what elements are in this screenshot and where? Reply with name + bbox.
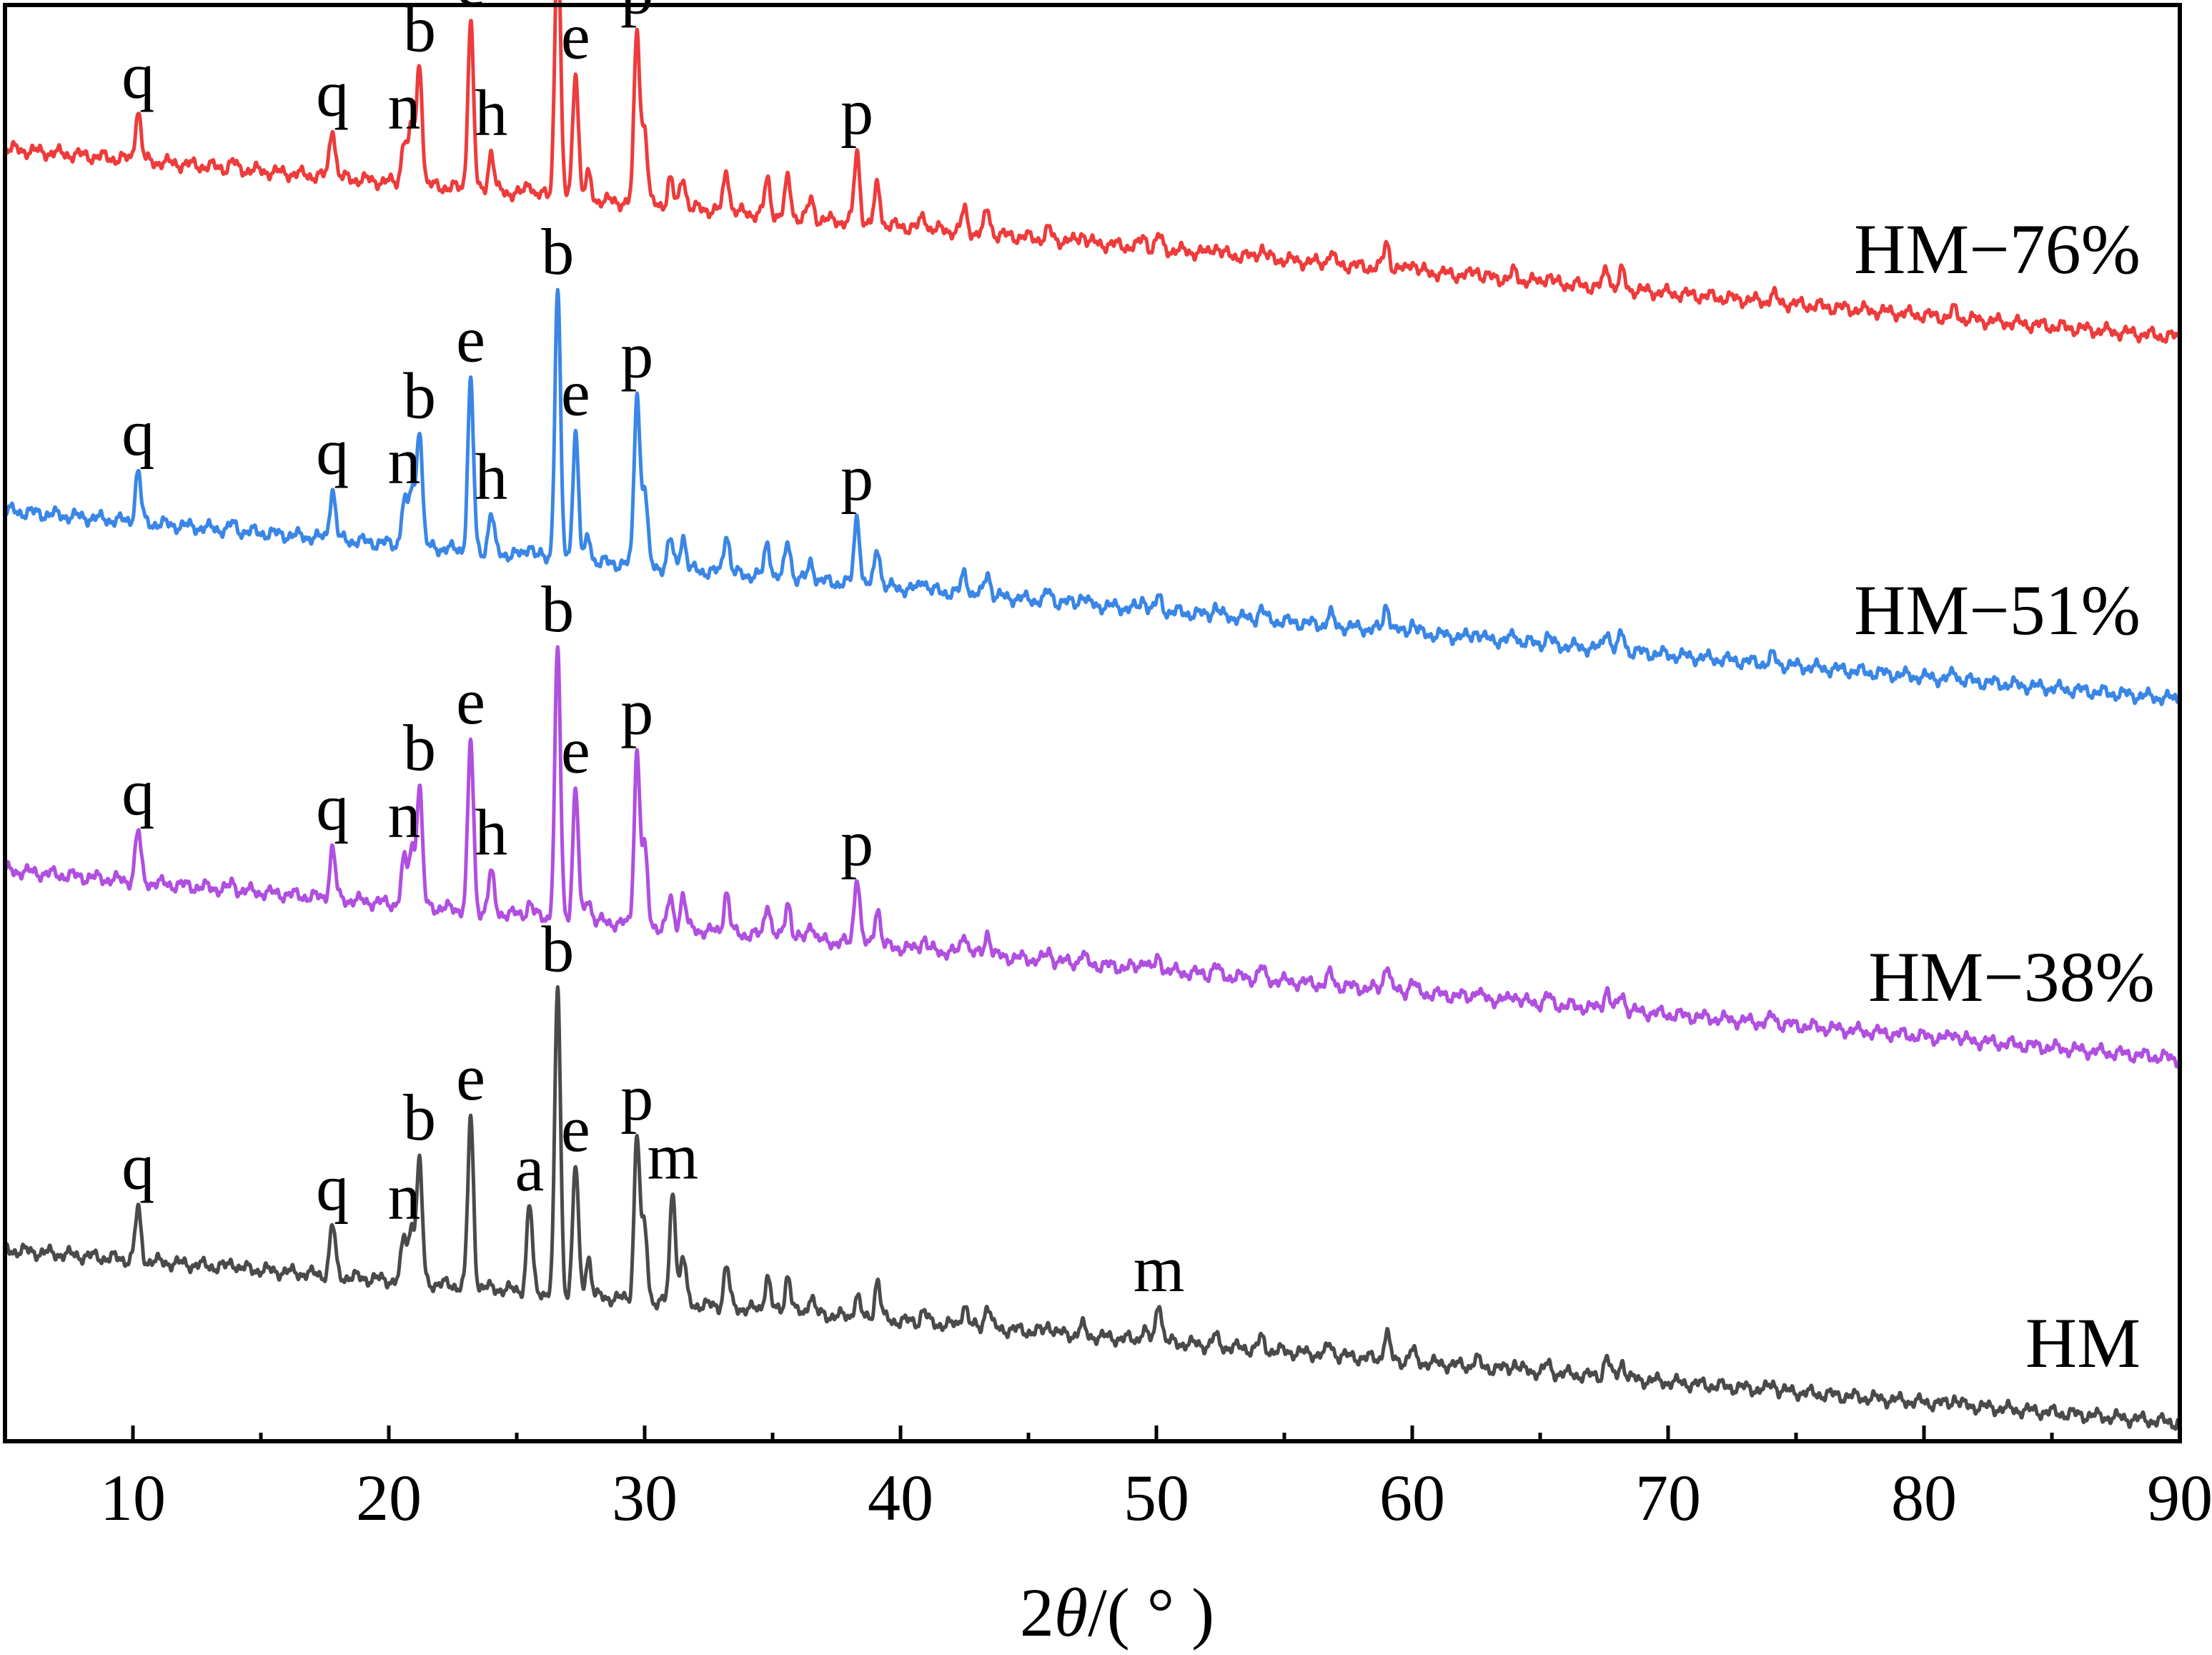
series-line-hm-76: [4, 0, 2182, 344]
x-tick-label: 10: [100, 1461, 166, 1534]
peak-label: b: [541, 215, 574, 288]
plot-frame: [3, 3, 2182, 1443]
series-line-hm-51: [3, 287, 2182, 706]
series-name-hm: HM: [2025, 1303, 2141, 1383]
peak-label: e: [561, 714, 590, 787]
peak-label: m: [648, 1120, 699, 1193]
x-axis-title: 2θ/( ° ): [1020, 1574, 1214, 1651]
x-tick-label: 50: [1124, 1461, 1189, 1534]
peak-label: e: [561, 1092, 590, 1165]
x-axis-ticks: [3, 1426, 2182, 1441]
peak-label: q: [316, 1152, 349, 1225]
peak-label: b: [403, 359, 436, 432]
peak-label: a: [515, 1132, 544, 1205]
peak-label: p: [840, 441, 873, 514]
peak-label: n: [388, 425, 421, 498]
peak-label: e: [561, 0, 590, 73]
peak-label: p: [840, 807, 873, 880]
peak-label: q: [121, 39, 154, 112]
series-names-layer: HM−76% HM−51% HM−38% HM: [1854, 209, 2155, 1383]
traces-layer: [3, 0, 2182, 1431]
peak-label: q: [121, 397, 154, 470]
x-tick-label: 90: [2147, 1461, 2212, 1534]
peak-label: n: [388, 69, 421, 142]
series-line-hm-38: [4, 645, 2181, 1069]
peak-label: b: [541, 573, 574, 646]
peak-label: n: [388, 1160, 421, 1233]
peak-label: e: [456, 303, 485, 376]
peak-label: q: [121, 756, 154, 829]
x-tick-label: 30: [612, 1461, 678, 1534]
peak-label: n: [388, 778, 421, 851]
peak-label: q: [316, 771, 349, 844]
peak-label: b: [403, 1081, 436, 1154]
series-name-hm-51: HM−51%: [1854, 570, 2141, 650]
peak-label: m: [1134, 1232, 1185, 1305]
x-tick-label: 60: [1379, 1461, 1445, 1534]
x-tick-label: 70: [1635, 1461, 1701, 1534]
peak-label: h: [475, 796, 507, 869]
peak-label: e: [456, 1041, 485, 1114]
series-line-hm: [4, 985, 2181, 1431]
x-axis-tick-labels: 10 20 30 40 50 60 70 80 90: [100, 1461, 2212, 1534]
peak-label: p: [620, 676, 653, 749]
peak-label: p: [840, 76, 873, 149]
peak-label: q: [121, 1130, 154, 1203]
peak-label: q: [316, 415, 349, 488]
peak-label: q: [316, 57, 349, 130]
peak-label: h: [475, 76, 507, 149]
peak-label: b: [403, 0, 436, 65]
peak-label: b: [403, 711, 436, 784]
x-tick-label: 20: [356, 1461, 422, 1534]
series-name-hm-76: HM−76%: [1854, 209, 2141, 289]
peak-label: e: [561, 356, 590, 429]
peak-label: b: [541, 913, 574, 986]
series-name-hm-38: HM−38%: [1868, 937, 2155, 1017]
peak-label: p: [620, 319, 653, 392]
x-tick-label: 40: [868, 1461, 933, 1534]
peak-labels-layer: qqnbehbeppqqnbehbeppqqnbehbeppqqnbeabepm…: [121, 0, 1184, 1305]
peak-label: e: [456, 665, 485, 738]
x-tick-label: 80: [1891, 1461, 1957, 1534]
peak-label: p: [620, 1062, 653, 1135]
peak-label: h: [475, 440, 507, 513]
